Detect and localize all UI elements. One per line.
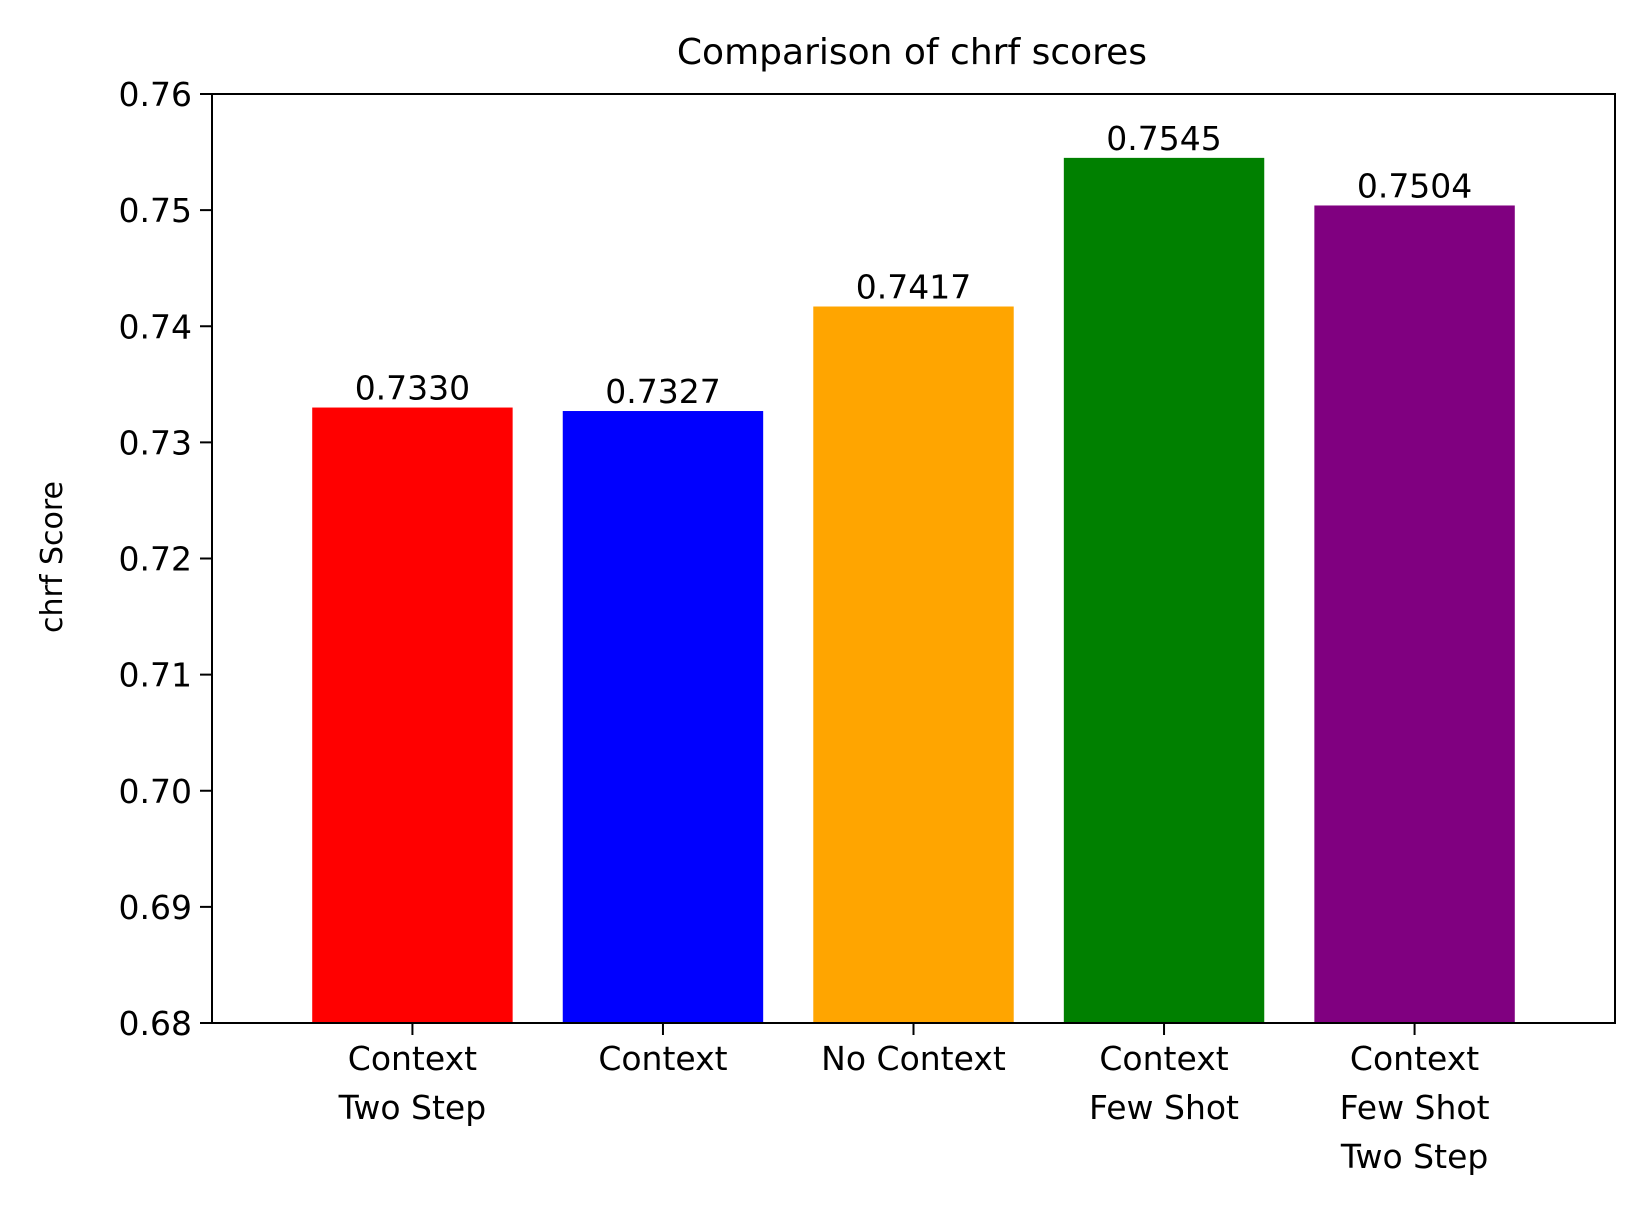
y-tick-label: 0.76 [119,75,192,114]
bar-value-label: 0.7545 [1106,119,1221,158]
x-tick-label-line: Context [348,1039,477,1078]
bar-value-label: 0.7330 [355,369,470,408]
x-tick-label-line: Few Shot [1089,1088,1239,1127]
x-tick-label: Context Two Step [338,1039,487,1127]
bar-value-label: 0.7417 [856,268,971,307]
x-tick-label-line: Context [598,1039,727,1078]
x-axis: Context Two Step Context No Context Context F… [338,1023,1490,1176]
x-tick-label-line: No Context [821,1039,1006,1078]
y-tick-label: 0.68 [119,1004,192,1043]
x-tick-label: Context Few Shot [1089,1039,1239,1127]
y-tick-label: 0.69 [119,888,192,927]
x-tick-label: Context Few Shot Two Step [1340,1039,1490,1176]
y-axis: 0.68 0.69 0.70 0.71 0.72 0.73 0.74 0.75 0.76 [119,75,212,1043]
x-tick-label-line: Context [1350,1039,1479,1078]
bar [562,411,764,1023]
y-tick-label: 0.73 [119,423,192,462]
y-tick-label: 0.70 [119,772,192,811]
y-tick-label: 0.74 [119,307,192,346]
y-tick-label: 0.71 [119,656,192,695]
plot-area-frame [211,93,1616,1024]
bar [312,407,513,1024]
x-tick-label-line: Few Shot [1340,1088,1490,1127]
bar [813,306,1014,1023]
bar [1314,205,1515,1024]
x-tick-label: Context [598,1039,727,1078]
x-tick-label-line: Two Step [1340,1137,1489,1176]
y-axis-label: chrf Score [35,481,70,633]
y-tick-label: 0.75 [119,191,192,230]
bar [1063,157,1265,1023]
bar-value-label: 0.7327 [605,372,720,411]
value-labels-group: 0.7330 0.7327 0.7417 0.7545 0.7504 [355,119,1473,411]
chart-title: Comparison of chrf scores [677,32,1147,73]
x-tick-label-line: Context [1099,1039,1228,1078]
x-tick-label: No Context [821,1039,1006,1078]
bar-value-label: 0.7504 [1357,166,1472,205]
bars-group [312,157,1515,1024]
y-tick-label: 0.72 [119,540,192,579]
x-tick-label-line: Two Step [338,1088,487,1127]
